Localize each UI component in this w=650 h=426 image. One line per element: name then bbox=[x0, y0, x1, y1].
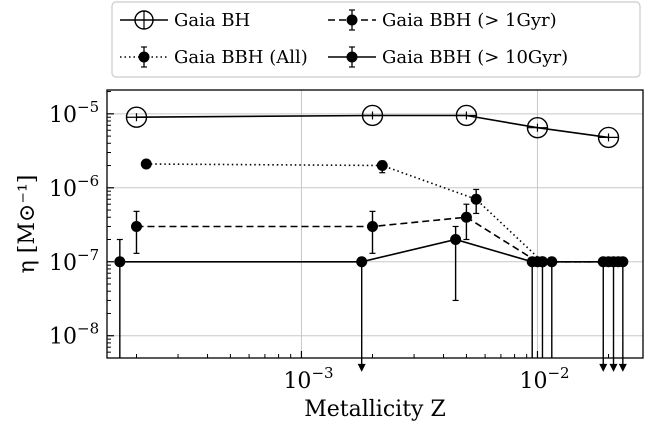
series-3 bbox=[114, 226, 628, 371]
data-point bbox=[450, 234, 461, 245]
legend: Gaia BH Gaia BBH (All) Gaia BBH (> 1Gyr) Ga… bbox=[112, 2, 640, 77]
legend-label: Gaia BBH (All) bbox=[174, 47, 308, 68]
y-tick-label: 10−7 bbox=[49, 246, 99, 276]
data-point bbox=[617, 256, 628, 267]
data-point bbox=[527, 256, 538, 267]
upper-limit-arrow bbox=[619, 364, 627, 372]
series-line bbox=[146, 164, 618, 262]
series-layer bbox=[114, 105, 628, 371]
y-tick-label: 10−6 bbox=[49, 172, 99, 202]
data-point bbox=[598, 256, 609, 267]
upper-limit-arrow bbox=[599, 364, 607, 372]
x-axis-label: Metallicity Z bbox=[304, 397, 446, 422]
legend-label: Gaia BBH (> 10Gyr) bbox=[382, 47, 568, 68]
legend-marker bbox=[347, 15, 358, 26]
series-line bbox=[120, 240, 623, 262]
data-point bbox=[114, 256, 125, 267]
upper-limit-arrow bbox=[358, 364, 366, 372]
data-point bbox=[141, 158, 152, 169]
series-1 bbox=[141, 158, 624, 267]
x-tick-label: 10−2 bbox=[519, 364, 569, 394]
data-point bbox=[356, 256, 367, 267]
data-point bbox=[461, 212, 472, 223]
legend-label: Gaia BBH (> 1Gyr) bbox=[382, 10, 557, 31]
data-point bbox=[131, 221, 142, 232]
legend-marker bbox=[347, 52, 358, 63]
data-point bbox=[471, 194, 482, 205]
y-tick-label: 10−5 bbox=[49, 98, 99, 128]
data-point bbox=[377, 160, 388, 171]
y-tick-label: 10−8 bbox=[49, 320, 99, 350]
y-axis-label: η [M⊙⁻¹] bbox=[15, 175, 40, 274]
data-point bbox=[546, 256, 557, 267]
legend-label: Gaia BH bbox=[174, 10, 250, 31]
series-0 bbox=[126, 105, 618, 147]
data-point bbox=[367, 221, 378, 232]
upper-limit-arrow bbox=[610, 364, 618, 372]
ticks: 10−3 10−2 10−8 10−7 10−6 10−5 bbox=[49, 92, 609, 394]
legend-marker bbox=[139, 52, 150, 63]
x-tick-label: 10−3 bbox=[283, 364, 333, 394]
